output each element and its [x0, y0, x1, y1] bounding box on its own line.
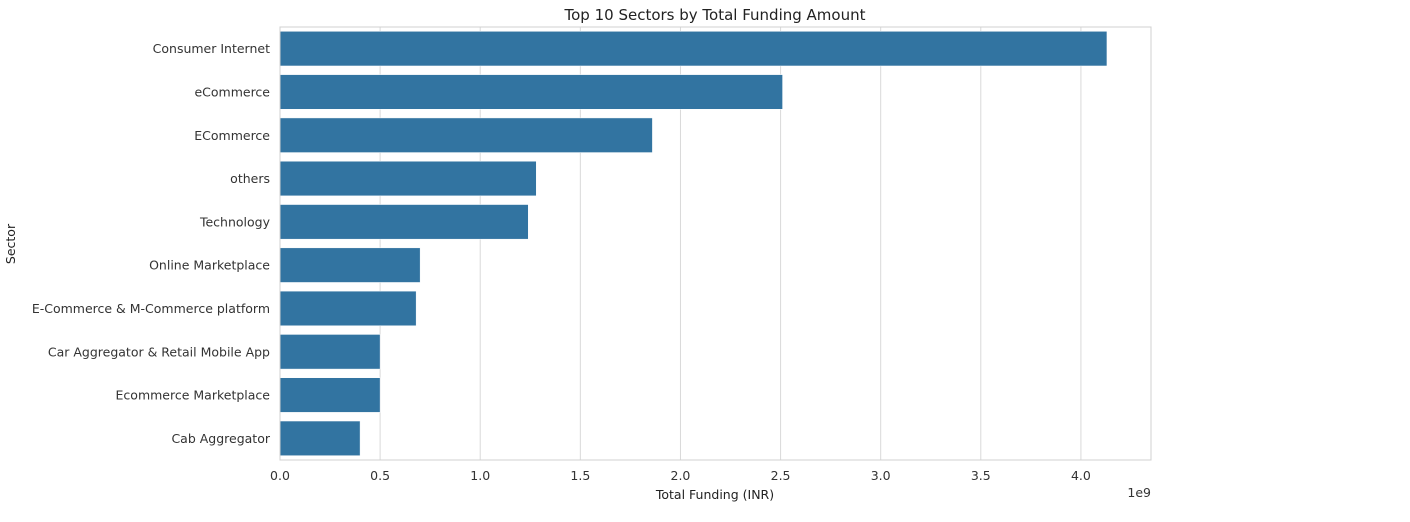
bar: [279, 334, 381, 370]
y-tick-label: ECommerce: [194, 128, 270, 143]
x-tick-label: 1.0: [470, 468, 490, 483]
y-tick-label: Car Aggregator & Retail Mobile App: [48, 344, 270, 359]
x-tick-label: 0.5: [370, 468, 390, 483]
bar: [279, 204, 529, 240]
bar: [279, 247, 421, 283]
x-tick-label: 0.0: [270, 468, 290, 483]
y-tick-label: eCommerce: [194, 84, 270, 99]
y-tick-label: Cab Aggregator: [171, 431, 270, 446]
y-tick-labels: Consumer Internet eCommerce ECommerce other…: [32, 41, 271, 446]
x-tick-labels: 0.0 0.5 1.0 1.5 2.0 2.5 3.0 3.5 4.0: [270, 468, 1091, 483]
x-tick-label: 3.5: [971, 468, 991, 483]
x-tick-label: 2.0: [671, 468, 691, 483]
x-axis-offset-text: 1e9: [1127, 485, 1151, 500]
bar: [279, 31, 1108, 67]
y-tick-label: Technology: [199, 214, 271, 229]
x-tick-label: 3.0: [871, 468, 891, 483]
bar: [279, 74, 783, 110]
plot-frame: [279, 26, 1152, 461]
bar: [279, 117, 653, 153]
y-tick-label: Consumer Internet: [153, 41, 270, 56]
y-tick-label: others: [230, 171, 270, 186]
bar: [279, 420, 361, 456]
chart-title: Top 10 Sectors by Total Funding Amount: [564, 6, 866, 24]
x-tick-label: 4.0: [1071, 468, 1091, 483]
bar: [279, 160, 537, 197]
bar: [279, 290, 417, 327]
bar: [279, 377, 381, 413]
bars: [279, 31, 1108, 456]
x-axis-label: Total Funding (INR): [655, 487, 774, 502]
y-tick-label: E-Commerce & M-Commerce platform: [32, 301, 270, 316]
x-tick-label: 2.5: [771, 468, 791, 483]
y-tick-label: Ecommerce Marketplace: [116, 388, 271, 403]
x-tick-label: 1.5: [570, 468, 590, 483]
y-tick-label: Online Marketplace: [149, 258, 270, 273]
y-axis-label: Sector: [3, 223, 18, 264]
